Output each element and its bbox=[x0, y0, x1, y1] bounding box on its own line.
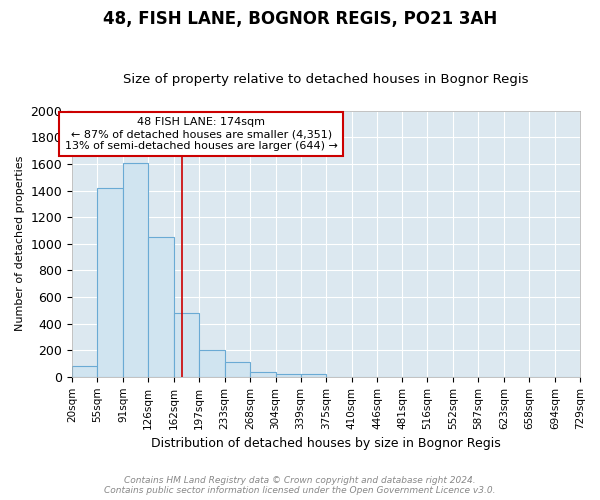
Bar bbox=[123, 162, 148, 377]
Bar bbox=[275, 374, 301, 377]
Bar bbox=[174, 313, 199, 377]
Text: 48 FISH LANE: 174sqm
← 87% of detached houses are smaller (4,351)
13% of semi-de: 48 FISH LANE: 174sqm ← 87% of detached h… bbox=[65, 118, 338, 150]
Bar bbox=[199, 350, 225, 377]
Text: 48, FISH LANE, BOGNOR REGIS, PO21 3AH: 48, FISH LANE, BOGNOR REGIS, PO21 3AH bbox=[103, 10, 497, 28]
Bar bbox=[225, 362, 250, 377]
Text: Contains HM Land Registry data © Crown copyright and database right 2024.
Contai: Contains HM Land Registry data © Crown c… bbox=[104, 476, 496, 495]
Bar bbox=[148, 237, 174, 377]
Bar bbox=[97, 188, 123, 377]
X-axis label: Distribution of detached houses by size in Bognor Regis: Distribution of detached houses by size … bbox=[151, 437, 501, 450]
Y-axis label: Number of detached properties: Number of detached properties bbox=[15, 156, 25, 332]
Bar bbox=[301, 374, 326, 377]
Bar bbox=[72, 366, 97, 377]
Title: Size of property relative to detached houses in Bognor Regis: Size of property relative to detached ho… bbox=[124, 73, 529, 86]
Bar bbox=[250, 372, 275, 377]
